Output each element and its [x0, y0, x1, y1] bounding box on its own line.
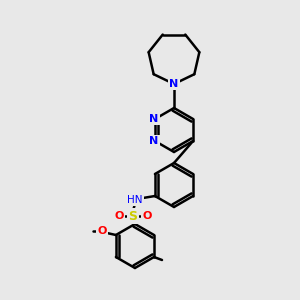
Text: N: N [149, 114, 159, 124]
Text: HN: HN [127, 195, 143, 205]
Text: O: O [142, 211, 152, 221]
Text: N: N [169, 79, 178, 89]
Text: S: S [128, 209, 137, 223]
Text: O: O [114, 211, 124, 221]
Text: N: N [149, 136, 159, 146]
Text: O: O [97, 226, 106, 236]
